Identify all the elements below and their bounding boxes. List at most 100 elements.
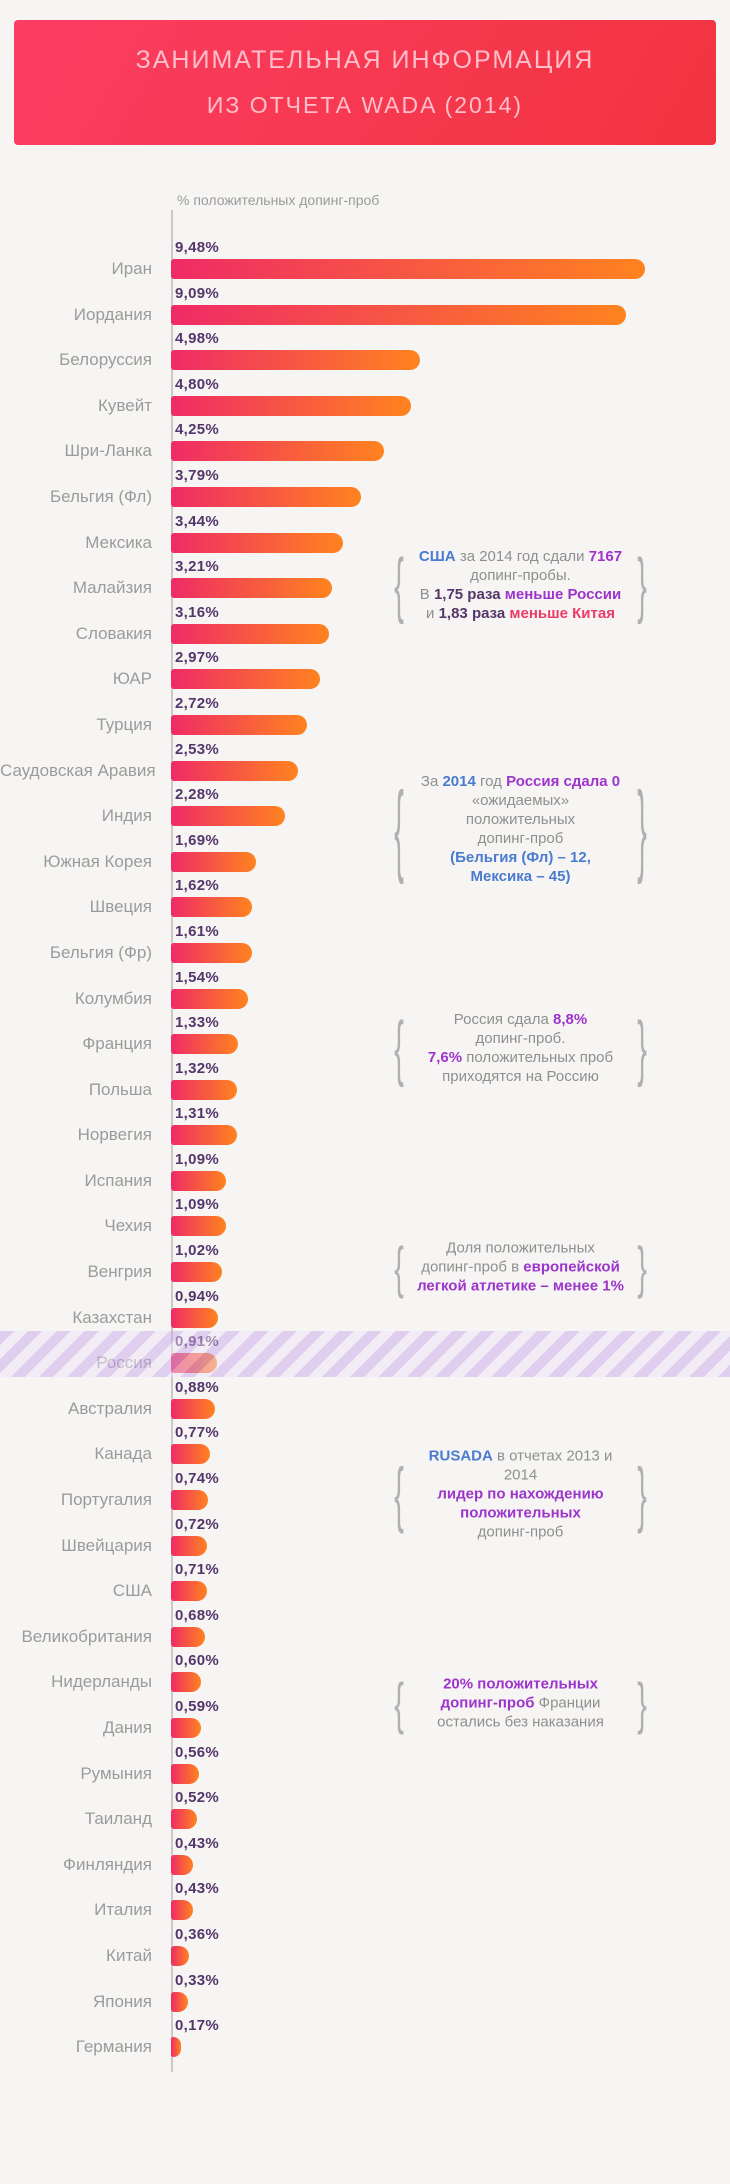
chart-row: Саудовская Аравия 2,53% [0, 740, 730, 786]
value-label: 1,31% [175, 1105, 220, 1123]
value-label: 0,72% [175, 1515, 220, 1533]
country-label: Чехия [104, 1216, 152, 1236]
bar-area: 0,60% [0, 1651, 730, 1697]
bar-area: 1,61% [0, 922, 730, 968]
value-label: 1,09% [175, 1196, 220, 1214]
country-label: Дания [102, 1718, 152, 1737]
bar-area: 9,09% [0, 284, 730, 330]
value-label: 4,98% [175, 330, 220, 348]
chart-row: Турция 2,72% [0, 694, 730, 740]
country-label: Китай [106, 1945, 152, 1965]
country-label: Бельгия (Фл) [49, 486, 152, 506]
chart-row: Колумбия 1,54% [0, 968, 730, 1014]
bar [171, 1170, 226, 1191]
country-label: Италия [94, 1900, 152, 1920]
chart-row: Великобритания 0,68% [0, 1606, 730, 1652]
bar [171, 395, 411, 416]
bar-area: 3,44% [0, 512, 730, 558]
country-label: Словакия [75, 623, 152, 643]
chart-row: Бельгия (Фр) 1,61% [0, 922, 730, 968]
chart-row: Дания 0,59% [0, 1697, 730, 1743]
chart-row: Канада 0,77% [0, 1423, 730, 1469]
country-label: Шри-Ланка [64, 441, 152, 461]
country-label: Венгрия [87, 1262, 152, 1282]
country-label: Румыния [80, 1763, 152, 1783]
bar [171, 714, 307, 735]
country-label: Норвегия [77, 1125, 152, 1145]
value-label: 0,74% [175, 1470, 220, 1488]
value-label: 9,09% [175, 284, 220, 302]
value-label: 3,44% [175, 512, 220, 530]
header-title-line1: ЗАНИМАТЕЛЬНАЯ ИНФОРМАЦИЯ [135, 46, 595, 74]
chart-row: Испания 1,09% [0, 1150, 730, 1196]
bar-area: 2,72% [0, 694, 730, 740]
bar-area: 1,33% [0, 1013, 730, 1059]
chart-row: США 0,71% [0, 1560, 730, 1606]
country-label: Турция [96, 714, 152, 734]
country-label: Малайзия [72, 578, 152, 598]
bar-area: 2,28% [0, 785, 730, 831]
chart-row: Словакия 3,16% [0, 603, 730, 649]
chart-row: Португалия 0,74% [0, 1469, 730, 1515]
chart-row: Румыния 0,56% [0, 1743, 730, 1789]
bar [171, 1535, 207, 1556]
country-label: Мексика [85, 532, 152, 552]
value-label: 3,21% [175, 558, 220, 576]
chart-row: Казахстан 0,94% [0, 1287, 730, 1333]
value-label: 0,43% [175, 1880, 220, 1898]
bar [171, 1626, 205, 1647]
value-label: 0,17% [175, 2017, 220, 2035]
bar [171, 1079, 237, 1100]
value-label: 0,52% [175, 1789, 220, 1807]
value-label: 1,09% [175, 1150, 220, 1168]
bar [171, 1718, 201, 1738]
value-label: 4,25% [175, 421, 220, 439]
value-label: 1,32% [175, 1059, 220, 1077]
value-label: 3,79% [175, 466, 220, 484]
chart-row: Россия 0,91% [0, 1332, 730, 1378]
bar [171, 1216, 226, 1237]
value-label: 2,72% [175, 694, 220, 712]
bar [171, 1900, 193, 1921]
country-label: Япония [92, 1991, 152, 2011]
chart-row: Финляндия 0,43% [0, 1834, 730, 1880]
bar-area: 3,16% [0, 603, 730, 649]
chart-row: Шри-Ланка 4,25% [0, 420, 730, 466]
bar-area: 3,21% [0, 557, 730, 603]
value-label: 0,77% [175, 1424, 220, 1442]
chart-row: Иордания 9,09% [0, 284, 730, 330]
bar [171, 1854, 193, 1875]
country-label: Польша [88, 1079, 152, 1099]
bar [171, 1307, 218, 1328]
header-banner: ЗАНИМАТЕЛЬНАЯ ИНФОРМАЦИЯ ИЗ ОТЧЕТА WADA … [14, 20, 716, 145]
country-label: Саудовская Аравия [0, 760, 156, 780]
bar-area: 0,91% [0, 1332, 730, 1378]
chart-rows: Иран 9,48% Иордания 9,09% Белоруссия 4,9… [0, 238, 730, 2062]
bar [171, 1991, 188, 2012]
value-label: 0,33% [175, 1971, 220, 1989]
country-label: Австралия [68, 1398, 152, 1418]
bar-area: 1,62% [0, 876, 730, 922]
country-label: Великобритания [21, 1626, 152, 1646]
country-label: Иран [111, 259, 152, 278]
bar-area: 0,43% [0, 1879, 730, 1925]
bar [171, 760, 298, 781]
bar [171, 669, 320, 690]
bar-area: 0,88% [0, 1378, 730, 1424]
bar-area: 4,25% [0, 420, 730, 466]
country-label: ЮАР [112, 669, 152, 689]
chart-row: Южная Корея 1,69% [0, 831, 730, 877]
country-label: Нидерланды [51, 1672, 152, 1692]
chart-row: Иран 9,48% [0, 238, 730, 284]
bar [171, 259, 645, 279]
bar [171, 851, 256, 872]
bar [171, 304, 626, 325]
country-label: Франция [82, 1034, 152, 1054]
chart-row: Индия 2,28% [0, 785, 730, 831]
bar [171, 350, 420, 371]
bar-area: 1,02% [0, 1241, 730, 1287]
axis-title: % положительных допинг-проб [177, 192, 380, 208]
bar-area: 0,56% [0, 1743, 730, 1789]
bar [171, 578, 332, 599]
country-label: Белоруссия [59, 350, 152, 370]
